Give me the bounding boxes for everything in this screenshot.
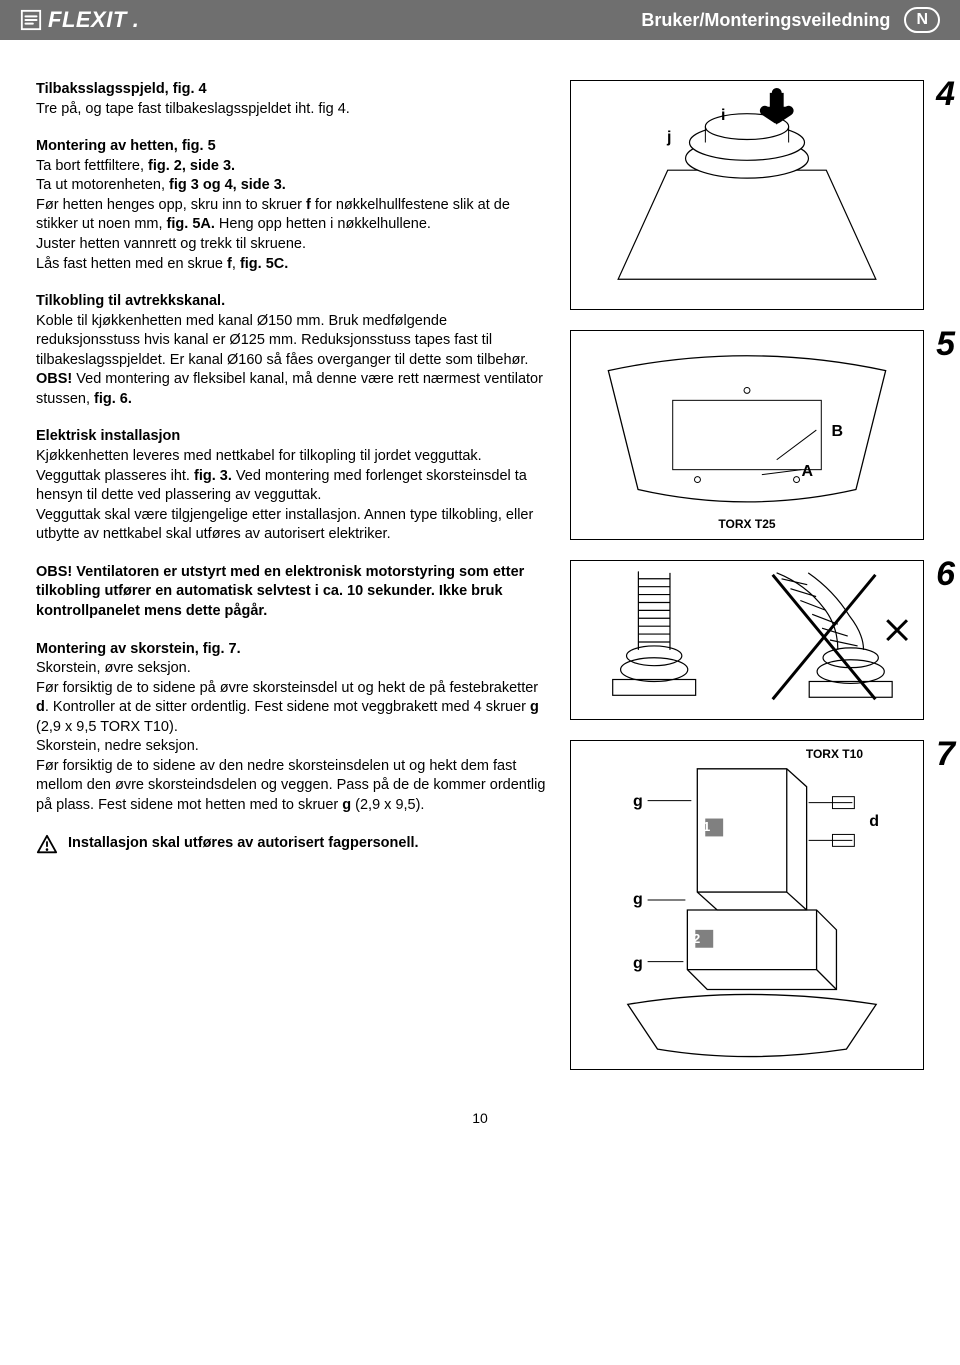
paragraph: Juster hetten vannrett og trekk til skru…: [36, 235, 546, 255]
figure-5-caption: TORX T25: [571, 517, 923, 531]
page-number: 10: [0, 1090, 960, 1142]
warning-text: Installasjon skal utføres av autorisert …: [68, 834, 419, 853]
heading: Elektrisk installasjon: [36, 427, 546, 447]
section-skorstein: Montering av skorstein, fig. 7. Skorstei…: [36, 640, 546, 816]
section-montering-hetten: Montering av hetten, fig. 5 Ta bort fett…: [36, 137, 546, 274]
section-tilbakslag: Tilbaksslagsspjeld, fig. 4 Tre på, og ta…: [36, 80, 546, 119]
label-b: B: [831, 423, 843, 441]
heading: Montering av hetten, fig. 5: [36, 137, 546, 157]
page-body: Tilbaksslagsspjeld, fig. 4 Tre på, og ta…: [0, 40, 960, 1090]
figure-number: 6: [936, 555, 955, 594]
brand-dot: .: [133, 7, 140, 33]
figure-4-diagram: [571, 81, 923, 309]
paragraph: Før forsiktig de to sidene på øvre skors…: [36, 679, 546, 738]
figure-number: 5: [936, 325, 955, 364]
header-right: Bruker/Monteringsveiledning N: [641, 7, 940, 33]
label-1: 1: [703, 819, 710, 834]
paragraph: Ta ut motorenheten, fig 3 og 4, side 3.: [36, 176, 546, 196]
figure-7: 7 TORX T10: [570, 740, 924, 1070]
heading: OBS! Ventilatoren er utstyrt med en elek…: [36, 563, 546, 622]
paragraph: OBS! Ved montering av fleksibel kanal, m…: [36, 370, 546, 409]
figure-6: 6: [570, 560, 924, 720]
figure-7-diagram: [571, 741, 923, 1069]
page-header: FLEXIT. Bruker/Monteringsveiledning N: [0, 0, 960, 40]
paragraph: Før hetten henges opp, skru inn to skrue…: [36, 196, 546, 235]
warning-icon: [36, 834, 58, 854]
label-g-3: g: [633, 955, 643, 973]
paragraph: Skorstein, øvre seksjon.: [36, 659, 546, 679]
section-tilkobling: Tilkobling til avtrekkskanal. Koble til …: [36, 292, 546, 409]
paragraph: Før forsiktig de to sidene av den nedre …: [36, 757, 546, 816]
brand-text: FLEXIT: [48, 7, 127, 33]
paragraph: Lås fast hetten med en skrue f, fig. 5C.: [36, 255, 546, 275]
label-2: 2: [693, 931, 700, 946]
warning-row: Installasjon skal utføres av autorisert …: [36, 834, 546, 854]
label-a: A: [801, 463, 813, 481]
paragraph: Ta bort fettfiltere, fig. 2, side 3.: [36, 157, 546, 177]
text-column: Tilbaksslagsspjeld, fig. 4 Tre på, og ta…: [36, 80, 546, 1070]
figure-6-diagram: [571, 561, 923, 719]
paragraph: Skorstein, nedre seksjon.: [36, 737, 546, 757]
figure-4: 4 i j: [570, 80, 924, 310]
section-elektrisk: Elektrisk installasjon Kjøkkenhetten lev…: [36, 427, 546, 544]
figure-5: 5 B A TORX T25: [570, 330, 924, 540]
language-badge: N: [904, 7, 940, 33]
doc-title: Bruker/Monteringsveiledning: [641, 10, 890, 31]
figure-column: 4 i j 5: [570, 80, 924, 1070]
figure-number: 4: [936, 75, 955, 114]
figure-5-diagram: [571, 331, 923, 539]
paragraph: Tre på, og tape fast tilbakeslagsspjelde…: [36, 100, 546, 120]
label-g-1: g: [633, 793, 643, 811]
label-j: j: [667, 129, 671, 147]
paragraph: Koble til kjøkkenhetten med kanal Ø150 m…: [36, 312, 546, 371]
figure-7-caption: TORX T10: [806, 747, 863, 761]
paragraph: Vegguttak skal være tilgjengelige etter …: [36, 506, 546, 545]
brand-logo: FLEXIT.: [20, 7, 139, 33]
heading: Tilbaksslagsspjeld, fig. 4: [36, 80, 546, 100]
paragraph: Kjøkkenhetten leveres med nettkabel for …: [36, 447, 546, 506]
section-obs-selftest: OBS! Ventilatoren er utstyrt med en elek…: [36, 563, 546, 622]
label-g-2: g: [633, 891, 643, 909]
heading: Tilkobling til avtrekkskanal.: [36, 292, 546, 312]
label-d: d: [869, 813, 879, 831]
figure-number: 7: [936, 735, 955, 774]
logo-icon: [20, 9, 42, 31]
heading: Montering av skorstein, fig. 7.: [36, 640, 546, 660]
label-i: i: [721, 107, 725, 125]
